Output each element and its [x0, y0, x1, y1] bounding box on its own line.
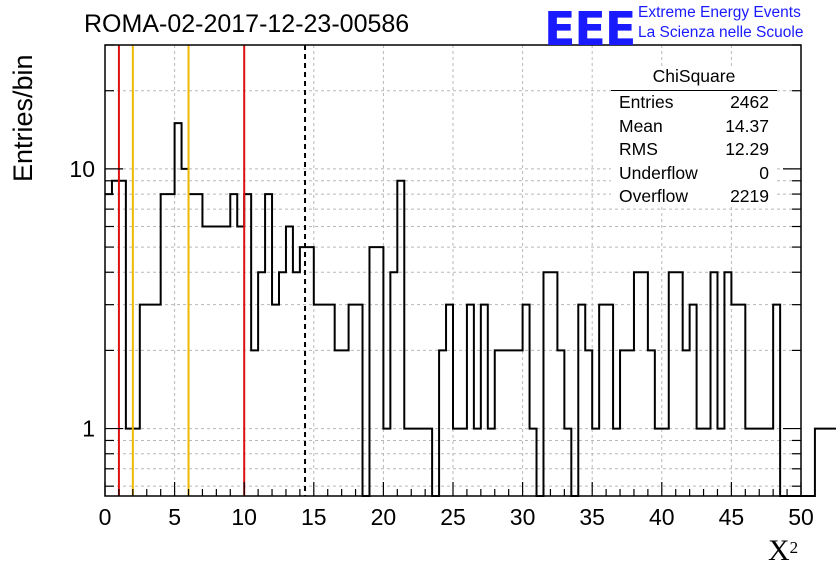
stats-label: Underflow	[619, 162, 698, 183]
stats-row-underflow: Underflow 0	[611, 162, 777, 186]
stats-row-entries: Entries 2462	[611, 91, 777, 115]
x-tick-label: 45	[719, 504, 745, 530]
x-tick-label: 0	[99, 504, 112, 530]
x-tick-label: 50	[788, 504, 814, 530]
stats-title: ChiSquare	[611, 66, 777, 91]
stats-label: Mean	[619, 115, 663, 136]
y-tick-label: 10	[69, 156, 95, 182]
stats-box: ChiSquare Entries 2462 Mean 14.37 RMS 12.29…	[611, 66, 777, 206]
x-tick-label: 35	[579, 504, 605, 530]
stats-row-mean: Mean 14.37	[611, 115, 777, 139]
x-tick-label: 5	[168, 504, 181, 530]
stats-label: Entries	[619, 92, 674, 112]
y-axis-label: Entries/bin	[8, 54, 38, 182]
stats-row-rms: RMS 12.29	[611, 138, 777, 162]
stats-value: 2462	[730, 92, 769, 112]
stats-label: Overflow	[619, 186, 689, 206]
stats-value: 2219	[730, 186, 769, 206]
run-title: ROMA-02-2017-12-23-00586	[84, 10, 410, 38]
x-tick-label: 40	[649, 504, 675, 530]
x-axis-label: X2	[768, 534, 799, 567]
y-tick-label: 1	[82, 416, 95, 442]
stats-value: 12.29	[725, 139, 769, 159]
logo-subtitle-1: Extreme Energy Events	[638, 4, 801, 21]
stats-value: 0	[759, 162, 769, 183]
x-tick-label: 25	[440, 504, 466, 530]
x-tick-label: 10	[231, 504, 257, 530]
x-tick-label: 30	[510, 504, 536, 530]
logo-subtitle-2: La Scienza nelle Scuole	[638, 24, 804, 41]
stats-label: RMS	[619, 139, 658, 159]
eee-logo: EEE	[544, 2, 636, 56]
x-tick-label: 20	[371, 504, 397, 530]
x-tick-label: 15	[301, 504, 327, 530]
stats-value: 14.37	[725, 115, 769, 136]
stats-row-overflow: Overflow 2219	[611, 185, 777, 209]
